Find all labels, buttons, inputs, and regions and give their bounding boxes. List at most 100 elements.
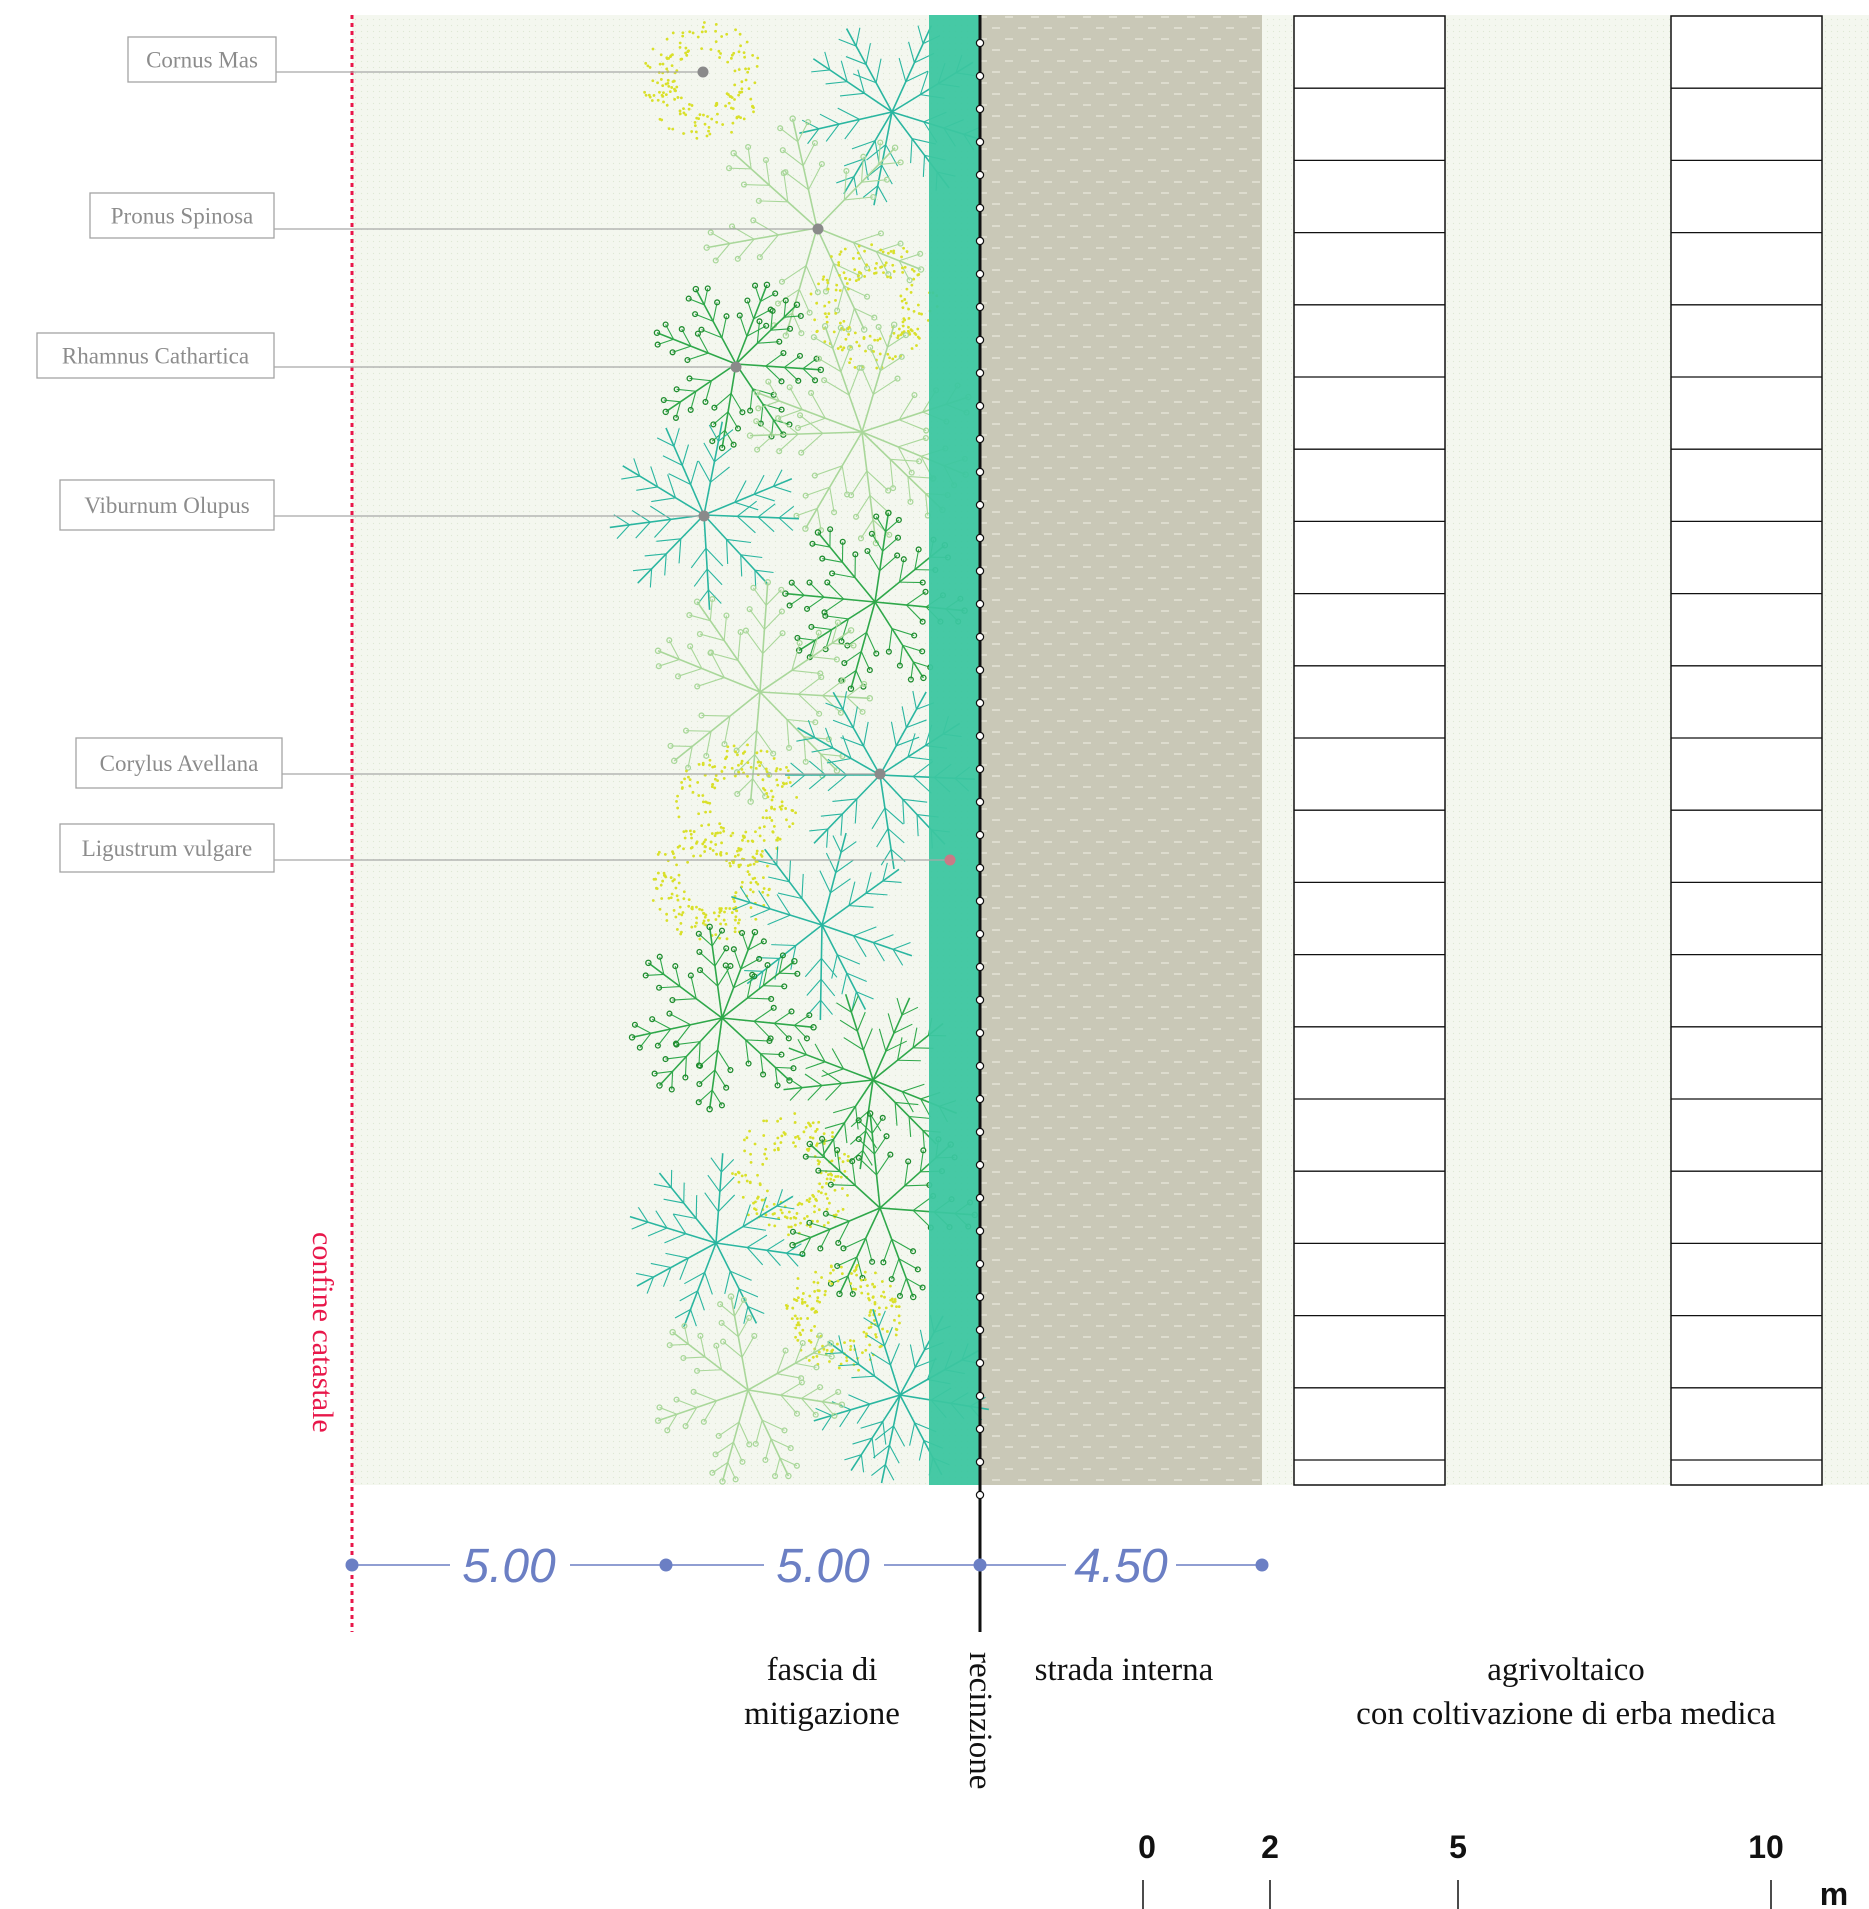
fence-post: [975, 1292, 985, 1302]
fence-post: [975, 368, 985, 378]
fence-post: [975, 698, 985, 708]
panel-row-1: [1293, 15, 1446, 1486]
fence-post: [975, 1094, 985, 1104]
fence-post: [975, 1391, 985, 1401]
fence-post: [975, 38, 985, 48]
fence-post: [975, 137, 985, 147]
shrub-symbol: [653, 281, 825, 452]
callout-box: [127, 36, 277, 83]
fence-post: [975, 302, 985, 312]
shrub-symbol: [783, 994, 957, 1170]
fence-post: [975, 71, 985, 81]
species-label: Rhamnus Cathartica: [62, 344, 249, 369]
scale-tick-label-5: 5: [1449, 1829, 1467, 1865]
cadastral-boundary-label: confine catastale: [306, 1232, 339, 1433]
fence-post: [975, 566, 985, 576]
fence-post: [975, 1424, 985, 1434]
mitigation-vegetation: [609, 21, 989, 1485]
species-label: Viburnum Olupus: [84, 493, 249, 518]
dimension-value-2: 5.00: [776, 1540, 870, 1593]
fence-post: [975, 1259, 985, 1269]
shrub-symbol: [654, 579, 874, 805]
cornus-symbol: [651, 822, 771, 941]
fence-post: [975, 269, 985, 279]
scale-unit: m: [1820, 1876, 1848, 1909]
zone-label-road: strada interna: [1035, 1652, 1214, 1688]
callout-box: [36, 332, 275, 379]
fence-post: [975, 467, 985, 477]
zone-label-fence: recinzione: [962, 1652, 998, 1789]
callout-box: [59, 479, 275, 531]
fence-post: [975, 500, 985, 510]
species-label: Ligustrum vulgare: [82, 836, 253, 861]
fence-post: [975, 929, 985, 939]
cornus-symbol: [784, 1263, 901, 1372]
callout-5: Corylus Avellana: [75, 737, 886, 789]
callout-dot: [812, 223, 824, 235]
fence-post: [975, 1358, 985, 1368]
callout-6: Ligustrum vulgare: [59, 823, 956, 873]
cornus-symbol: [675, 743, 799, 868]
dimension-value-3: 4.50: [1074, 1540, 1168, 1593]
fence-post: [975, 1193, 985, 1203]
fence-post: [975, 401, 985, 411]
zone-label-agri-line1: agrivoltaico: [1487, 1652, 1645, 1688]
species-callouts: Cornus Mas Pronus Spinosa Rhamnus Catharti…: [36, 36, 956, 873]
fence-post: [975, 764, 985, 774]
scale-tick-label-0: 0: [1138, 1829, 1156, 1865]
callout-3: Rhamnus Cathartica: [36, 332, 742, 379]
callout-1: Cornus Mas: [127, 36, 709, 83]
shrub-symbol: [746, 321, 972, 547]
cornus-symbol: [643, 21, 760, 140]
fence-posts: [975, 38, 985, 1500]
scale-tick-label-2: 2: [1261, 1829, 1279, 1865]
callout-box: [59, 823, 275, 873]
dimension-line: 5.00 5.00 4.50: [345, 1538, 1269, 1593]
fence-post: [975, 962, 985, 972]
species-label: Cornus Mas: [146, 48, 258, 73]
callout-dot: [730, 361, 742, 373]
fence-post: [975, 830, 985, 840]
zone-label-agri-line2: con coltivazione di erba medica: [1356, 1696, 1776, 1732]
fence-post: [975, 632, 985, 642]
panel-row-2: [1670, 15, 1823, 1486]
callout-dot: [697, 66, 709, 78]
dimension-value-1: 5.00: [462, 1540, 556, 1593]
fence-post: [975, 434, 985, 444]
fence-post: [975, 1490, 985, 1500]
fence-post: [975, 203, 985, 213]
fence-post: [975, 1160, 985, 1170]
shrub-symbol: [654, 1293, 846, 1485]
fence-post: [975, 335, 985, 345]
callout-dot: [698, 510, 710, 522]
fence-post: [975, 1028, 985, 1038]
fence-post: [975, 104, 985, 114]
fence-post: [975, 236, 985, 246]
fence-post: [975, 1457, 985, 1467]
callout-box: [75, 737, 283, 789]
species-label: Pronus Spinosa: [111, 204, 254, 229]
fence-post: [975, 797, 985, 807]
zone-label-mitigation-line1: fascia di: [767, 1652, 878, 1688]
agrivoltaic-panels: [1293, 15, 1823, 1486]
fence-post: [975, 731, 985, 741]
callout-dot: [874, 768, 886, 780]
shrub-symbol: [628, 923, 817, 1113]
fence-post: [975, 170, 985, 180]
callout-dot: [944, 854, 956, 866]
shrub-symbol: [609, 421, 799, 610]
fence-post: [975, 896, 985, 906]
fence-post: [975, 863, 985, 873]
scale-bar: 0 2 5 10 m: [1138, 1829, 1848, 1909]
hedge-strip: [929, 15, 980, 1485]
cornus-symbol: [731, 1112, 850, 1237]
fence-post: [975, 995, 985, 1005]
species-label: Corylus Avellana: [100, 751, 259, 776]
fence-post: [975, 1325, 985, 1335]
fence-post: [975, 1226, 985, 1236]
zone-label-mitigation-line2: mitigazione: [744, 1696, 900, 1732]
fence-post: [975, 1061, 985, 1071]
internal-road: [980, 15, 1262, 1485]
fence-post: [975, 665, 985, 675]
